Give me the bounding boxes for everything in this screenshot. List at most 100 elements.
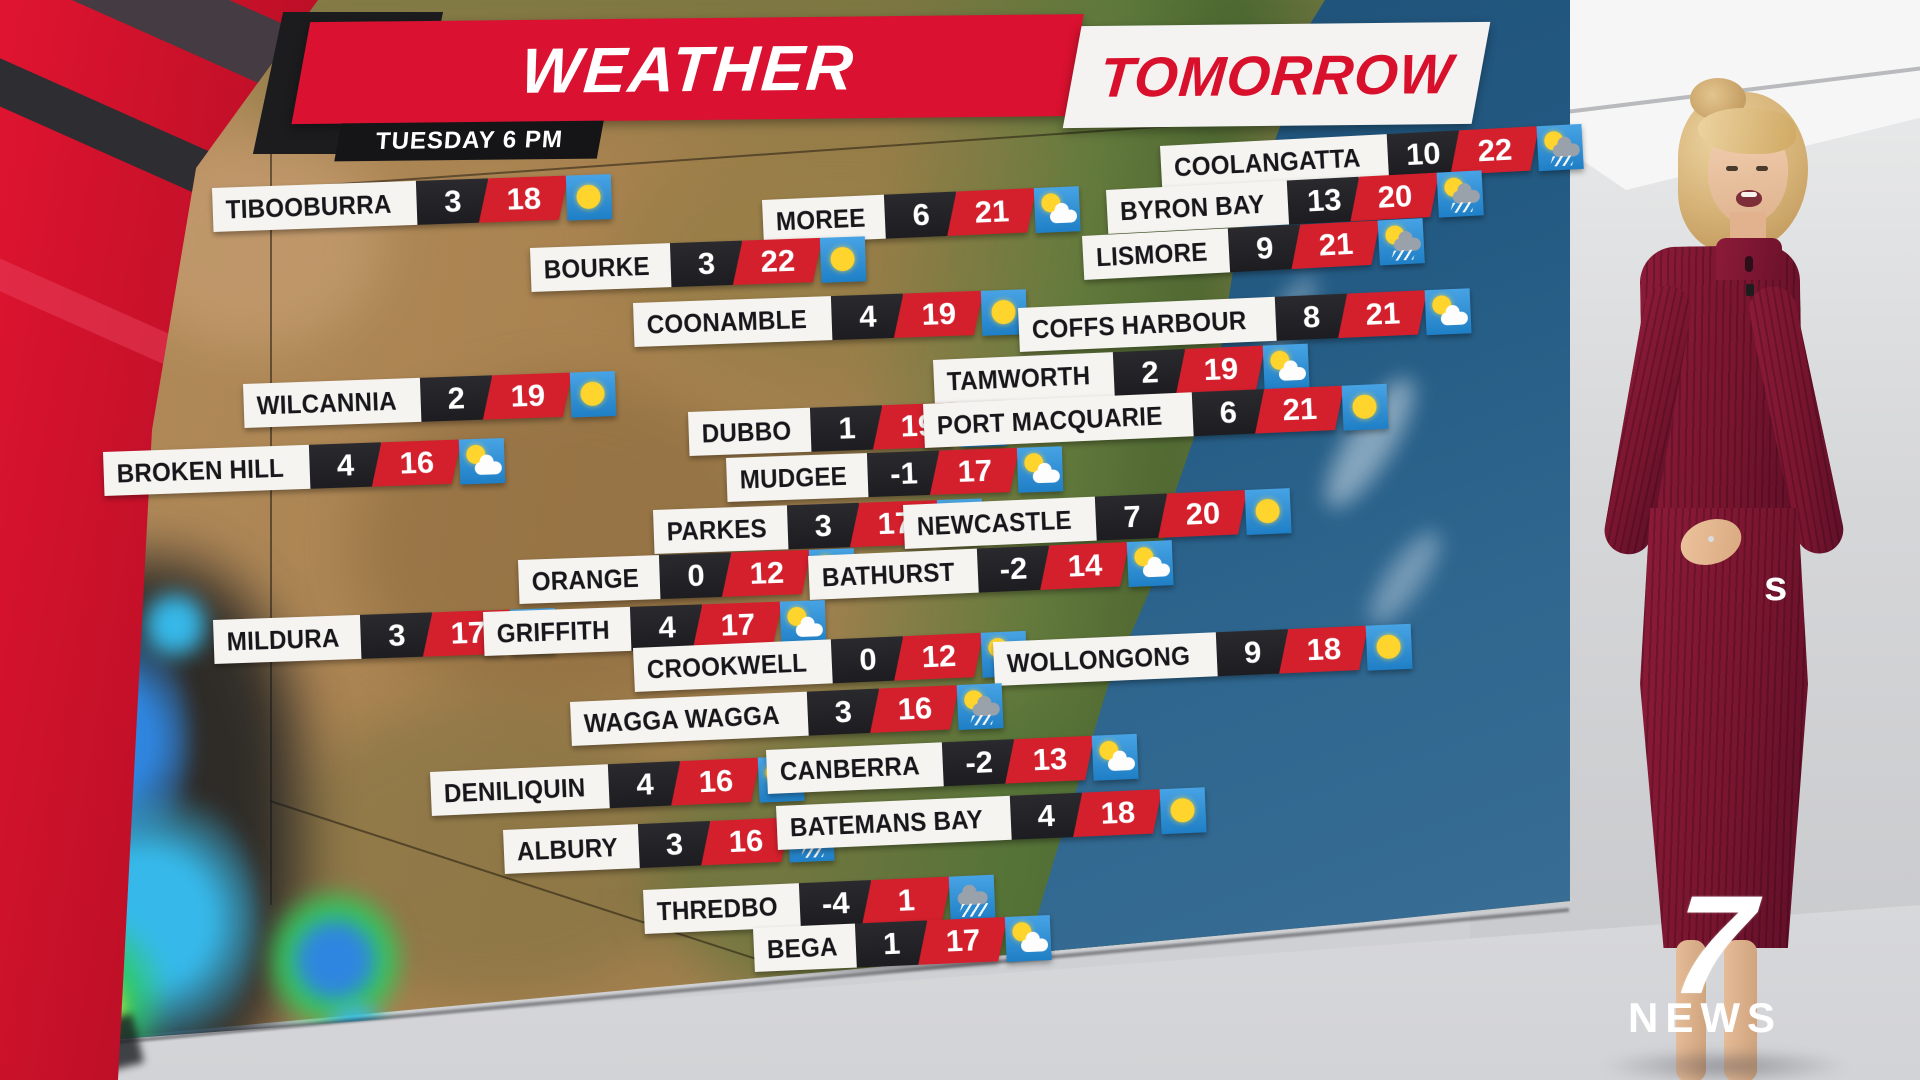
news-wordmark: NEWS (1628, 994, 1782, 1041)
station-min-temp: 8 (1274, 293, 1349, 341)
weather-icon (1126, 539, 1174, 587)
cloud-glyph (1278, 366, 1307, 381)
weather-icon (569, 370, 616, 418)
weather-icon (1092, 733, 1139, 781)
station-min-temp: 4 (831, 293, 905, 341)
sun-glyph (1169, 797, 1195, 823)
station-min-temp: -2 (976, 545, 1051, 593)
station-max-temp: 1 (862, 876, 952, 925)
cloud-glyph (1020, 937, 1049, 952)
station-min-temp: 3 (669, 240, 744, 288)
station-max-temp: 19 (1176, 345, 1266, 394)
weather-icon (948, 874, 996, 922)
station-max-temp: 21 (1254, 385, 1344, 434)
station-max-temp: 18 (1279, 625, 1369, 674)
cloud-glyph (1032, 468, 1061, 483)
station-max-temp: 21 (1291, 220, 1380, 270)
station-min-temp: 2 (1113, 348, 1187, 397)
presenter-dress-skirt (1640, 508, 1808, 948)
sun-glyph (579, 380, 605, 406)
weather-icon (1377, 217, 1425, 265)
presenter-hair-fringe (1698, 108, 1796, 154)
weather-icon (1436, 169, 1485, 218)
forecast-time-box: TUESDAY 6 PM (334, 120, 604, 162)
station-min-temp: 0 (831, 636, 905, 684)
station-max-temp: 16 (671, 757, 761, 806)
station-max-temp: 14 (1039, 541, 1129, 590)
state-border-line (270, 145, 272, 905)
station-name: NEWCASTLE (903, 496, 1098, 549)
rainbars-glyph (1390, 249, 1416, 261)
forecast-time-label: TUESDAY 6 PM (374, 126, 564, 155)
weather-icon (1159, 786, 1207, 834)
header-subtitle: TOMORROW (1097, 41, 1456, 109)
station-min-temp: 3 (806, 688, 881, 736)
presenter-leg (1724, 940, 1757, 1080)
sun-glyph (991, 299, 1017, 324)
station-min-temp: 6 (1191, 389, 1266, 437)
station-min-temp: 1 (854, 920, 929, 968)
station-max-temp: 20 (1158, 489, 1248, 538)
weather-icon (1424, 287, 1472, 335)
cloud-glyph (1108, 756, 1136, 771)
station-name: ORANGE (518, 555, 661, 604)
station-min-temp: 3 (786, 502, 861, 550)
station-name: BROKEN HILL (103, 444, 311, 496)
station-name: CANBERRA (766, 742, 945, 794)
weather-icon (565, 173, 613, 221)
station-name: WILCANNIA (243, 377, 421, 428)
weather-icon (956, 682, 1004, 730)
header-title: WEATHER (518, 31, 858, 107)
presenter-eye (1756, 166, 1768, 171)
station-name: COONAMBLE (633, 296, 833, 347)
station-name: GRIFFITH (483, 606, 632, 656)
cloud-glyph (972, 701, 1000, 716)
station-max-temp: 17 (918, 916, 1008, 965)
station-name: BEGA (753, 923, 857, 972)
rainbars-glyph (969, 714, 995, 726)
station-max-temp: 19 (894, 290, 984, 338)
presenter-teeth (1741, 192, 1757, 197)
weather-icon (1262, 343, 1310, 391)
station-name: LISMORE (1082, 228, 1230, 280)
station-max-temp: 18 (1072, 789, 1162, 838)
station-min-temp: 9 (1227, 224, 1302, 273)
sun-glyph (1351, 393, 1377, 419)
sun-glyph (1255, 498, 1281, 524)
station-max-temp: 22 (732, 237, 823, 285)
station-max-temp: 20 (1350, 172, 1440, 222)
header-subtitle-box: TOMORROW (1062, 21, 1491, 129)
station-name: TIBOOBURRA (212, 180, 418, 232)
station-max-temp: 12 (722, 549, 812, 597)
radar-rain-blob (140, 580, 210, 670)
station-name: BATHURST (808, 548, 979, 600)
cloud-glyph (1142, 562, 1170, 577)
station-name: PARKES (653, 505, 789, 554)
station-name: CROOKWELL (633, 639, 833, 692)
presenter-dress-keyhole (1745, 256, 1753, 272)
wall-stripe (0, 36, 226, 200)
station-min-temp: 4 (308, 442, 383, 489)
weather-icon (458, 437, 506, 485)
station-name: DENILIQUIN (430, 764, 610, 816)
presenter-eye (1726, 166, 1738, 171)
sun-glyph (830, 246, 855, 272)
station-min-temp: -1 (867, 450, 941, 498)
cloud-glyph (1050, 208, 1078, 223)
presenter (1540, 78, 1880, 1080)
station-min-temp: 4 (608, 761, 682, 809)
weather-header: WEATHER TOMORROW (291, 10, 1492, 129)
station-max-temp: 21 (1337, 290, 1427, 339)
presenter-ring (1708, 536, 1714, 542)
station-max-temp: 16 (869, 685, 959, 733)
cloud-glyph (474, 460, 502, 475)
station-max-temp: 21 (947, 188, 1037, 236)
weather-icon (1341, 383, 1389, 431)
rainbars-glyph (1450, 201, 1476, 213)
station-name: BOURKE (530, 243, 672, 292)
station-name: MILDURA (213, 614, 362, 664)
station-max-temp: 17 (930, 447, 1020, 495)
station-min-temp: -4 (798, 880, 873, 928)
lapel-microphone (1746, 284, 1754, 296)
station-min-temp: 1 (810, 405, 884, 452)
